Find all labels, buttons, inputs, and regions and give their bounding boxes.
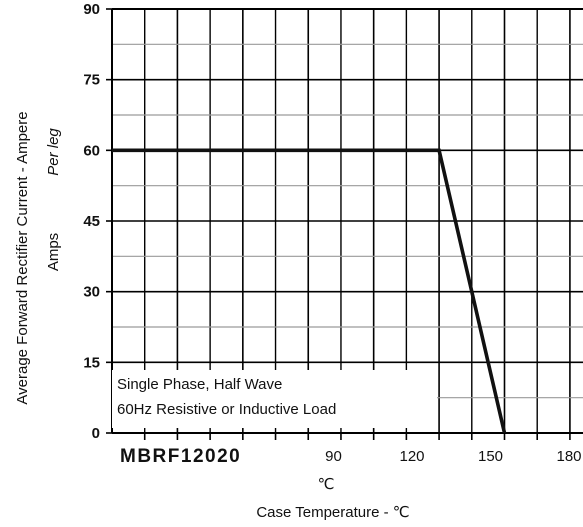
y-tick-label: 60: [83, 142, 100, 159]
x-axis-title: Case Temperature - ℃: [256, 504, 409, 521]
grid: [111, 8, 583, 434]
y-axis-per-leg-label: Per leg: [45, 128, 62, 176]
y-tick-label: 0: [92, 425, 100, 442]
annotation-line-2: 60Hz Resistive or Inductive Load: [117, 401, 336, 418]
part-number-label: MBRF12020: [120, 446, 241, 467]
x-tick-label: 120: [399, 448, 424, 465]
x-unit-label: ℃: [318, 476, 335, 493]
y-axis-title: Average Forward Rectifier Current - Ampe…: [14, 111, 31, 404]
y-tick-label: 75: [83, 72, 100, 89]
y-tick-label: 15: [83, 354, 100, 371]
y-tick-label: 45: [83, 213, 100, 230]
x-tick-label: 150: [478, 448, 503, 465]
y-tick-label: 30: [83, 284, 100, 301]
y-tick-label: 90: [83, 1, 100, 18]
series-layer: [112, 148, 507, 434]
annotation-line-1: Single Phase, Half Wave: [117, 376, 282, 393]
tick-marks: [106, 8, 571, 440]
annotation-box: [112, 370, 437, 428]
x-tick-label: 90: [325, 448, 342, 465]
tick-labels: 0 15 30 45 60 75 90 90 120 150 180: [83, 1, 581, 465]
y-axis-unit-label: Amps: [45, 233, 62, 271]
series-line-derating: [112, 148, 507, 434]
x-tick-label: 180: [556, 448, 581, 465]
